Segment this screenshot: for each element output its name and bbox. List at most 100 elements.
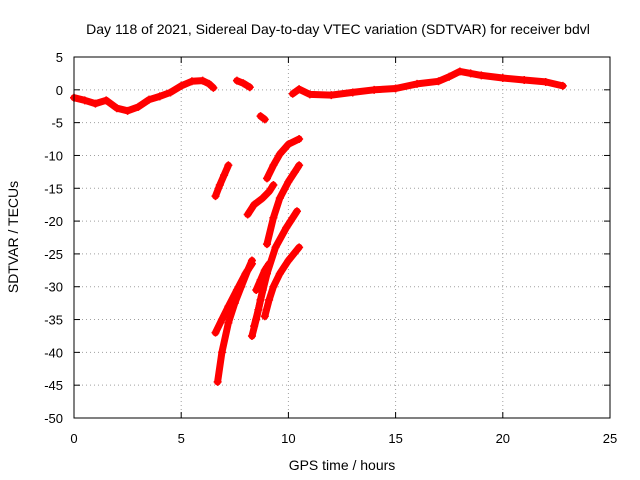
series-arc-j bbox=[262, 135, 304, 183]
data-point bbox=[123, 106, 132, 115]
axis-ticks: 0 5 10 15 20 25 5 0 -5 -10 -15 -20 -25 -30 -35 -40 -45 -5… bbox=[44, 50, 617, 446]
data-point bbox=[254, 305, 263, 314]
y-tick-label: -25 bbox=[44, 247, 63, 262]
data-point bbox=[145, 95, 154, 104]
series-line bbox=[212, 260, 256, 337]
data-point bbox=[252, 286, 261, 295]
data-point bbox=[269, 282, 278, 291]
data-point bbox=[292, 207, 301, 216]
y-axis-label: SDTVAR / TECUs bbox=[5, 181, 21, 293]
data-point bbox=[187, 77, 196, 86]
series-arc-blip-9h bbox=[256, 112, 269, 124]
data-point bbox=[217, 315, 226, 324]
data-point bbox=[102, 96, 111, 105]
series-arc-h bbox=[262, 161, 304, 249]
data-point bbox=[498, 74, 507, 83]
y-tick-label: -35 bbox=[44, 313, 63, 328]
y-tick-label: -50 bbox=[44, 411, 63, 426]
series-arc-i bbox=[243, 180, 278, 219]
x-tick-label: 0 bbox=[70, 431, 77, 446]
data-point bbox=[413, 79, 422, 88]
data-point bbox=[260, 312, 269, 321]
data-point bbox=[262, 240, 271, 249]
data-point bbox=[239, 79, 248, 88]
data-point bbox=[134, 102, 143, 111]
x-tick-label: 15 bbox=[388, 431, 402, 446]
data-point bbox=[265, 295, 274, 304]
data-point bbox=[284, 177, 293, 186]
data-point bbox=[258, 194, 267, 203]
data-point bbox=[348, 88, 357, 97]
data-point bbox=[205, 79, 214, 88]
data-point bbox=[275, 150, 284, 159]
data-point bbox=[166, 88, 175, 97]
y-tick-label: -5 bbox=[51, 116, 63, 131]
data-point bbox=[434, 77, 443, 86]
data-point bbox=[282, 223, 291, 232]
x-tick-label: 20 bbox=[496, 431, 510, 446]
grid bbox=[74, 57, 610, 418]
data-point bbox=[256, 276, 265, 285]
data-point bbox=[295, 161, 304, 170]
data-point bbox=[260, 266, 269, 275]
data-point bbox=[209, 83, 218, 92]
data-point bbox=[220, 171, 229, 180]
y-tick-label: -45 bbox=[44, 378, 63, 393]
data-point bbox=[290, 167, 299, 176]
data-point bbox=[269, 180, 278, 189]
data-point bbox=[445, 72, 454, 81]
series-arc-c bbox=[211, 259, 256, 337]
data-point bbox=[391, 84, 400, 93]
data-point bbox=[91, 99, 100, 108]
y-tick-label: -10 bbox=[44, 148, 63, 163]
chart-title: Day 118 of 2021, Sidereal Day-to-day VTE… bbox=[86, 21, 590, 37]
data-point bbox=[198, 76, 207, 85]
data-point bbox=[224, 318, 233, 327]
data-point bbox=[155, 92, 164, 101]
data-point bbox=[305, 90, 314, 99]
data-point bbox=[327, 91, 336, 100]
data-point bbox=[80, 96, 89, 105]
data-point bbox=[217, 348, 226, 357]
data-point bbox=[558, 81, 567, 90]
data-point bbox=[177, 81, 186, 90]
data-point bbox=[262, 174, 271, 183]
data-point bbox=[250, 200, 259, 209]
data-point bbox=[271, 243, 280, 252]
x-tick-label: 25 bbox=[603, 431, 617, 446]
data-point bbox=[265, 259, 274, 268]
data-point bbox=[295, 135, 304, 144]
data-point bbox=[224, 161, 233, 170]
x-axis-label: GPS time / hours bbox=[289, 457, 396, 473]
y-tick-label: 5 bbox=[56, 50, 63, 65]
data-point bbox=[265, 187, 274, 196]
data-point bbox=[247, 259, 256, 268]
plot-frame bbox=[73, 56, 611, 419]
data-point bbox=[241, 269, 250, 278]
data-point bbox=[247, 331, 256, 340]
data-point bbox=[284, 256, 293, 265]
y-tick-label: -40 bbox=[44, 345, 63, 360]
data-point bbox=[232, 286, 241, 295]
data-point bbox=[275, 194, 284, 203]
data-point bbox=[295, 243, 304, 252]
data-point bbox=[112, 104, 121, 113]
data-point bbox=[213, 377, 222, 386]
series-arc-main-right bbox=[288, 67, 567, 100]
data-point bbox=[275, 269, 284, 278]
data-point bbox=[370, 85, 379, 94]
series-arc-f bbox=[260, 243, 304, 321]
series-arc-g bbox=[252, 259, 274, 295]
data-point bbox=[295, 85, 304, 94]
series-arc-short-7h bbox=[232, 76, 254, 92]
data-point bbox=[232, 76, 241, 85]
data-point bbox=[211, 328, 220, 337]
series-line bbox=[212, 161, 232, 200]
data-point bbox=[224, 302, 233, 311]
data-point bbox=[245, 83, 254, 92]
data-point bbox=[477, 71, 486, 80]
y-tick-label: 0 bbox=[56, 83, 63, 98]
y-tick-label: -15 bbox=[44, 181, 63, 196]
data-point bbox=[284, 140, 293, 149]
